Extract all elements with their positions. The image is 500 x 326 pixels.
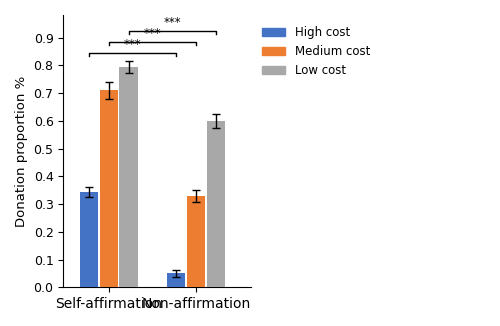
Text: ***: *** xyxy=(124,38,142,51)
Bar xyxy=(167,274,185,287)
Bar xyxy=(100,90,118,287)
Bar xyxy=(206,121,224,287)
Text: ***: *** xyxy=(144,27,161,40)
Legend: High cost, Medium cost, Low cost: High cost, Medium cost, Low cost xyxy=(257,21,375,82)
Y-axis label: Donation proportion %: Donation proportion % xyxy=(15,76,28,227)
Bar xyxy=(80,192,98,287)
Bar xyxy=(186,196,205,287)
Text: ***: *** xyxy=(164,16,181,29)
Bar xyxy=(120,67,138,287)
